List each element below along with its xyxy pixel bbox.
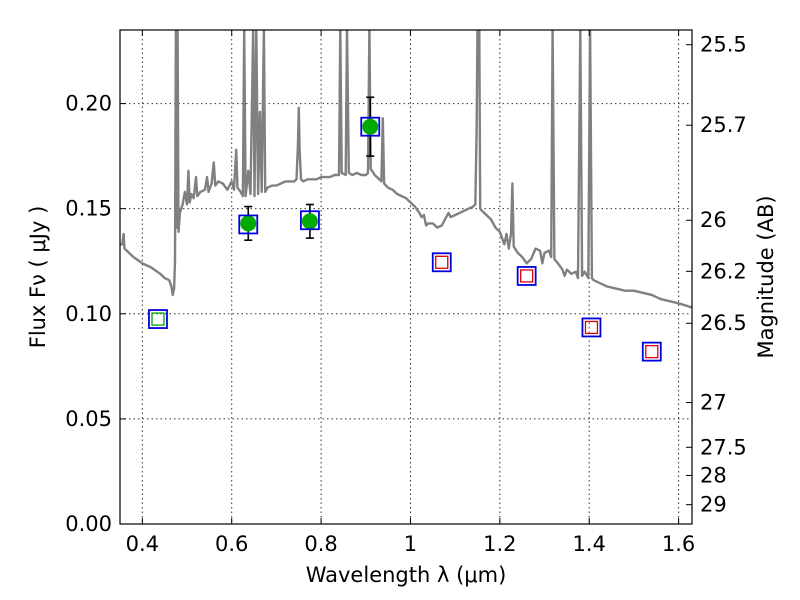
y2-tick-label: 26 — [700, 208, 727, 232]
model-photometry-square — [516, 266, 537, 286]
plot-frame — [119, 29, 693, 525]
observed-point — [301, 213, 318, 230]
x-tick-label: 0.8 — [304, 532, 337, 556]
model-photometry-square — [360, 116, 381, 137]
x-tick-label: 1.2 — [483, 532, 516, 556]
x-tick-label: 0.6 — [215, 532, 248, 556]
x-tick-label: 0.4 — [126, 532, 159, 556]
y-tick-label: 0.15 — [65, 197, 112, 221]
y-tick-label: 0.10 — [65, 302, 112, 326]
y-axis-label: Flux Fν ( μJy ) — [26, 206, 50, 349]
inner-square-marker — [584, 320, 599, 335]
model-photometry-square — [238, 214, 259, 235]
x-tick-label: 1.6 — [662, 532, 695, 556]
y2-tick-label: 27.5 — [700, 435, 747, 459]
y2-tick-label: 25.5 — [700, 33, 747, 57]
y2-tick-label: 27 — [700, 390, 727, 414]
y2-tick-label: 25.7 — [700, 113, 747, 137]
axis-layer: 0.4 0.6 0.8 1 1.2 1.4 1.6 0.00 0.05 0.10 0.15 0.20 2… — [65, 30, 747, 556]
observed-point — [362, 118, 379, 135]
model-sed-line — [120, 30, 692, 309]
x-tick-label: 1 — [404, 532, 417, 556]
model-photometry-square — [300, 210, 320, 231]
model-photometry-square — [431, 252, 452, 273]
y2-tick-label: 26.2 — [700, 259, 747, 283]
inner-square-marker — [435, 255, 449, 269]
data-layer — [120, 30, 692, 362]
plot-background — [120, 30, 692, 524]
y-tick-label: 0.00 — [65, 512, 112, 536]
y-tick-label: 0.20 — [65, 92, 112, 116]
observed-point — [240, 215, 257, 232]
y2-tick-label: 28 — [700, 463, 727, 487]
model-photometry-square — [148, 309, 168, 329]
x-tick-label: 1.4 — [573, 532, 606, 556]
y-tick-label: 0.05 — [65, 407, 112, 431]
y2-axis-label: Magnitude (AB) — [754, 195, 778, 358]
model-photometry-square — [581, 317, 602, 338]
inner-square-marker — [645, 344, 659, 359]
inner-square-marker — [151, 312, 165, 326]
y2-tick-label: 29 — [700, 493, 727, 517]
y2-tick-label: 26.5 — [700, 311, 747, 335]
x-axis-label: Wavelength λ (μm) — [306, 563, 507, 587]
model-photometry-square — [641, 341, 662, 362]
inner-square-marker — [520, 269, 534, 283]
